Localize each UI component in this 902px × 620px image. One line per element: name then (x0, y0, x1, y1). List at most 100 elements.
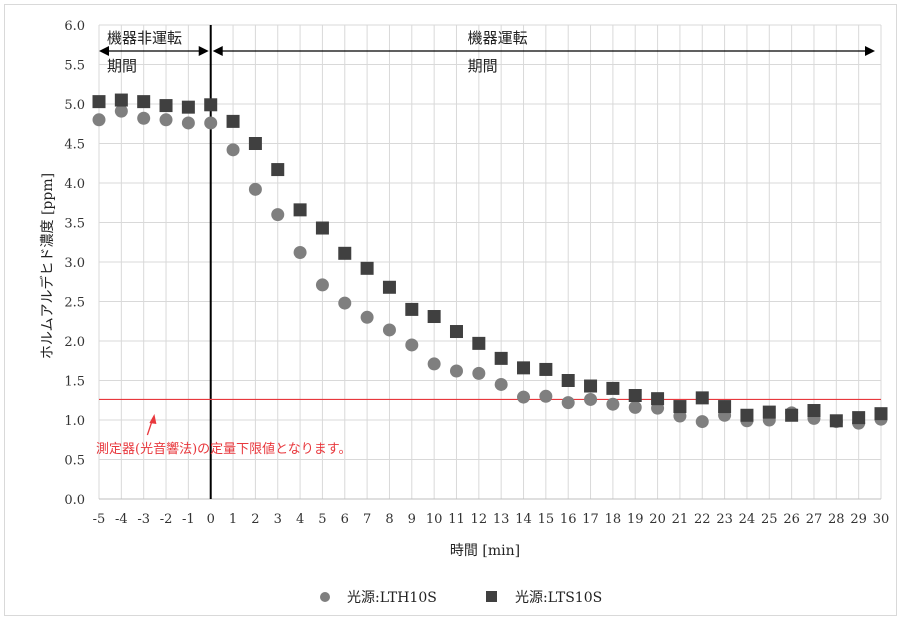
point-lth10s-27 (695, 415, 709, 429)
point-lts10s-8 (271, 163, 285, 177)
point-lts10s-18 (494, 351, 508, 365)
x-tick-label-9: 4 (296, 512, 304, 527)
point-lts10s-33 (829, 414, 843, 428)
point-lts10s-11 (338, 246, 352, 260)
arrow-before-head-left (99, 46, 109, 56)
legend-marker-lts10s (486, 591, 497, 602)
arrow-after-head-left (212, 46, 223, 56)
point-lts10s-25 (651, 392, 665, 406)
point-lts10s-2 (137, 95, 151, 109)
x-tick-label-11: 6 (341, 512, 349, 527)
chart-frame: 0.0 0.5 1.0 1.5 2.0 2.5 3.0 3.5 4.0 4.5 5.0 5.5 6.0 … (4, 4, 897, 616)
period-arrows (99, 46, 875, 56)
x-tick-label-24: 19 (627, 512, 644, 527)
arrow-before-head-right (198, 46, 209, 56)
x-tick-label-35: 30 (873, 512, 890, 527)
x-tick-label-26: 21 (672, 512, 689, 527)
arrow-after-head-right (865, 46, 875, 56)
point-lth10s-4 (181, 116, 195, 130)
y-tick-label-11: 5.5 (64, 59, 85, 74)
x-tick-label-6: 1 (229, 512, 237, 527)
x-tick-label-23: 18 (605, 512, 622, 527)
point-lts10s-1 (114, 93, 128, 107)
point-lts10s-29 (740, 408, 754, 422)
point-lth10s-19 (517, 390, 531, 404)
x-tick-label-28: 23 (716, 512, 733, 527)
point-lth10s-12 (360, 310, 374, 324)
annotation-after-line1: 機器運転 (468, 29, 528, 47)
point-lth10s-16 (449, 364, 463, 378)
point-lts10s-10 (315, 221, 329, 235)
x-tick-label-5: 0 (207, 512, 215, 527)
x-tick-label-16: 11 (448, 512, 465, 527)
point-lth10s-0 (92, 113, 106, 127)
y-tick-label-7: 3.5 (64, 217, 85, 232)
point-lts10s-32 (807, 404, 821, 418)
x-tick-label-25: 20 (649, 512, 666, 527)
point-lth10s-17 (472, 366, 486, 380)
x-tick-label-14: 9 (408, 512, 416, 527)
point-lts10s-14 (405, 302, 419, 316)
x-tick-label-21: 16 (560, 512, 577, 527)
y-tick-labels: 0.0 0.5 1.0 1.5 2.0 2.5 3.0 3.5 4.0 4.5 5.0 5.5 6.0 (64, 19, 85, 508)
point-lts10s-22 (584, 379, 598, 393)
x-tick-label-30: 25 (761, 512, 778, 527)
point-lth10s-8 (271, 208, 285, 222)
x-tick-label-8: 3 (274, 512, 282, 527)
point-lts10s-16 (449, 325, 463, 339)
point-lts10s-24 (628, 389, 642, 403)
x-tick-labels: -5 -4 -3 -2 -1 0 1 2 3 4 5 6 7 8 9 10 11 12 13 14 15 16 17 18 19… (93, 512, 890, 527)
point-lth10s-13 (382, 323, 396, 337)
chart-svg: 0.00.51.01.52.02.53.03.54.04.55.05.56.0 … (39, 19, 890, 606)
series-lth10s-points (92, 104, 888, 430)
x-tick-label-15: 10 (426, 512, 443, 527)
annotation-before-line1: 機器非運転 (107, 29, 182, 47)
x-axis-title: 時間 [min] (450, 543, 520, 559)
point-lts10s-4 (181, 100, 195, 114)
x-tick-label-12: 7 (363, 512, 371, 527)
x-tick-label-10: 5 (318, 512, 326, 527)
legend-label-lth10s: 光源:LTH10S (347, 590, 437, 606)
legend: 光源:LTH10S 光源:LTS10S (320, 590, 602, 606)
point-lts10s-0 (92, 95, 106, 109)
x-tick-label-20: 15 (538, 512, 555, 527)
y-tick-label-10: 5.0 (64, 98, 85, 113)
annotation-after-line2: 期間 (468, 57, 498, 75)
y-tick-label-6: 3.0 (64, 256, 85, 271)
x-tick-label-19: 14 (515, 512, 532, 527)
point-lts10s-30 (762, 405, 776, 419)
point-lts10s-20 (539, 362, 553, 376)
y-tick-label-4: 2.0 (64, 335, 85, 350)
point-lth10s-5 (204, 116, 218, 130)
legend-marker-lth10s (320, 592, 330, 602)
point-lth10s-22 (584, 392, 598, 406)
y-tick-label-1: 0.5 (64, 454, 85, 469)
series-lts10s-points (92, 93, 888, 428)
y-tick-label-5: 2.5 (64, 296, 85, 311)
x-tick-label-18: 13 (493, 512, 510, 527)
y-tick-label-3: 1.5 (64, 375, 85, 390)
point-lth10s-21 (561, 396, 575, 410)
grid-lines (98, 24, 882, 500)
point-lts10s-12 (360, 261, 374, 275)
x-tick-label-13: 8 (385, 512, 393, 527)
point-lts10s-31 (785, 408, 799, 422)
point-lts10s-17 (472, 336, 486, 350)
y-axis-title: ホルムアルデヒド濃度 [ppm] (39, 173, 56, 359)
point-lth10s-1 (114, 104, 128, 118)
x-tick-label-17: 12 (471, 512, 488, 527)
x-tick-label-3: -2 (160, 512, 173, 527)
point-lts10s-5 (204, 98, 218, 112)
x-tick-label-2: -3 (137, 512, 150, 527)
annotation-before-line2: 期間 (107, 57, 137, 75)
point-lts10s-23 (606, 381, 620, 395)
limit-arrow-head (149, 414, 157, 424)
point-lts10s-7 (248, 137, 262, 150)
point-lth10s-2 (137, 111, 151, 125)
point-lts10s-26 (673, 400, 687, 414)
y-tick-label-8: 4.0 (64, 177, 85, 192)
point-lts10s-34 (852, 411, 866, 425)
point-lts10s-13 (382, 280, 396, 294)
point-lth10s-20 (539, 389, 553, 403)
point-lth10s-15 (427, 357, 441, 371)
